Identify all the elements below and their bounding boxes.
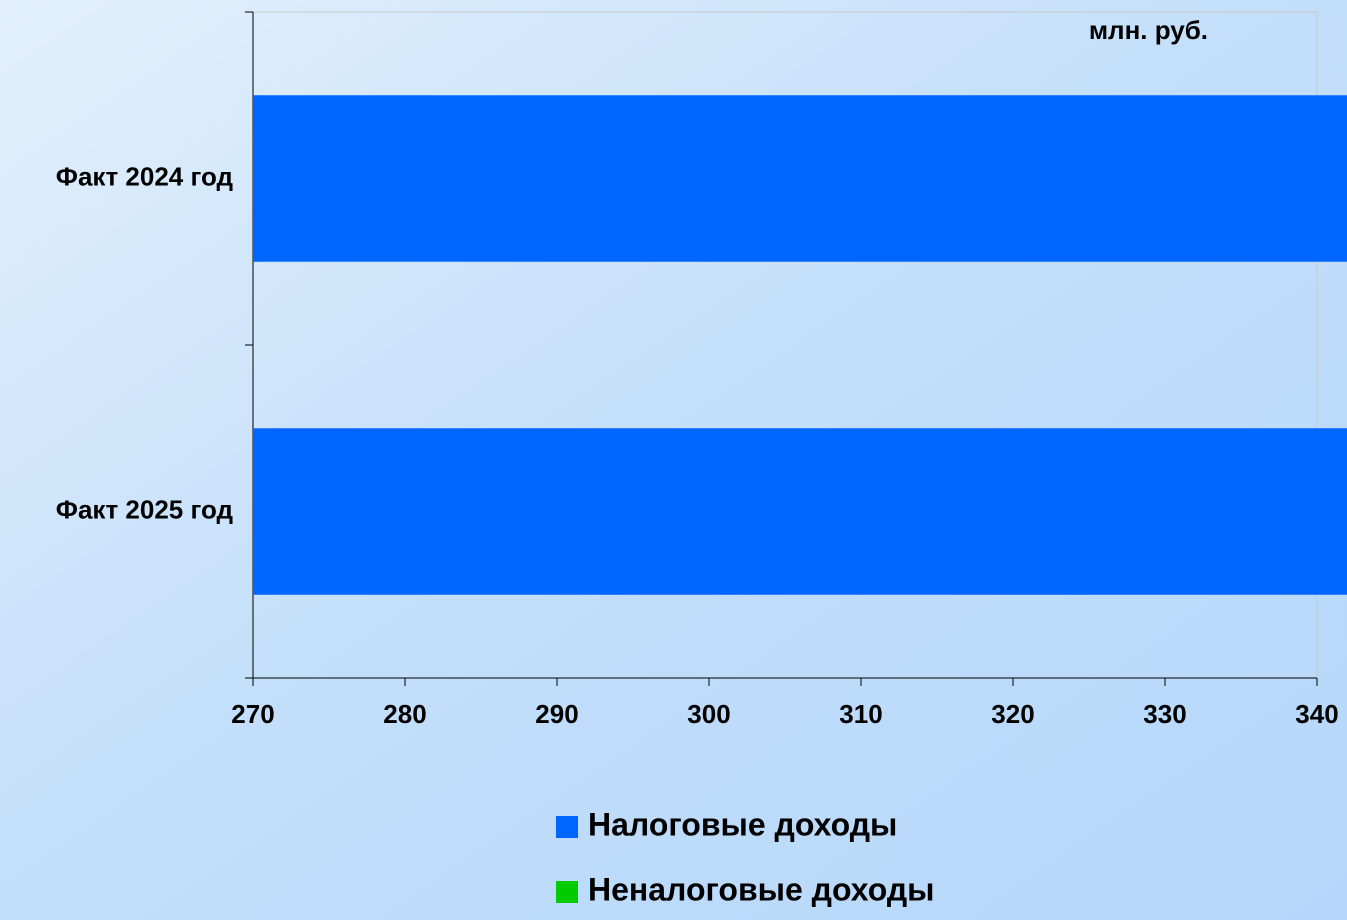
y-tick-label: Факт 2025 год — [56, 494, 234, 524]
x-tick-label: 290 — [535, 699, 578, 729]
x-tick-label: 280 — [383, 699, 426, 729]
bar-segment — [253, 95, 1347, 262]
unit-label: млн. руб. — [1089, 15, 1208, 45]
x-tick-label: 330 — [1143, 699, 1186, 729]
x-tick-label: 300 — [687, 699, 730, 729]
legend-label: Налоговые доходы — [588, 806, 897, 842]
y-tick-label: Факт 2024 год — [56, 161, 234, 191]
legend-swatch — [556, 816, 578, 838]
x-tick-label: 340 — [1295, 699, 1338, 729]
x-tick-label: 320 — [991, 699, 1034, 729]
legend-label: Неналоговые доходы — [588, 871, 934, 907]
x-tick-label: 270 — [231, 699, 274, 729]
legend-swatch — [556, 881, 578, 903]
bar-segment — [253, 428, 1347, 595]
x-tick-label: 310 — [839, 699, 882, 729]
